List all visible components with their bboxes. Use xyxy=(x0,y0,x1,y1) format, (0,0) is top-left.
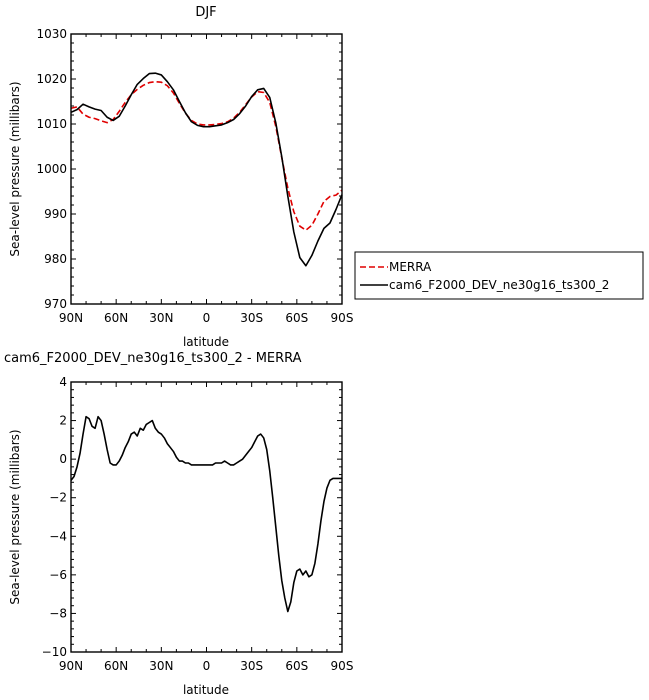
bottom-chart: cam6_F2000_DEV_ne30g16_ts300_2 - MERRA 9… xyxy=(4,351,353,697)
top-chart-y-tick-label: 1030 xyxy=(36,27,67,41)
top-chart-legend: MERRA cam6_F2000_DEV_ne30g16_ts300_2 xyxy=(354,251,644,300)
top-chart-x-tick-label: 60S xyxy=(285,311,308,325)
top-chart-series-line-0 xyxy=(70,80,343,231)
bottom-chart-y-tick-label: −2 xyxy=(49,491,67,505)
bottom-chart-y-tick-label: −8 xyxy=(49,606,67,620)
top-chart: DJF 90N 60N 30N 0 30S 60S 90S 970 980 990 1000 1010… xyxy=(8,5,644,349)
bottom-chart-x-tick-label: 60S xyxy=(285,659,308,673)
top-chart-x-tick-label: 30N xyxy=(149,311,173,325)
bottom-chart-x-tick-label: 90S xyxy=(331,659,354,673)
top-chart-x-tick-label: 90N xyxy=(59,311,83,325)
top-chart-y-tick-label: 1000 xyxy=(36,162,67,176)
top-chart-y-tick-label: 980 xyxy=(44,252,67,266)
bottom-chart-x-axis-label: latitude xyxy=(183,683,229,697)
top-chart-x-tick-label: 30S xyxy=(240,311,263,325)
bottom-chart-y-axis-label: Sea-level pressure (millibars) xyxy=(8,429,22,604)
legend-label-cam6: cam6_F2000_DEV_ne30g16_ts300_2 xyxy=(389,278,609,292)
bottom-chart-x-tick-label: 60N xyxy=(104,659,128,673)
top-chart-x-tick-label: 0 xyxy=(203,311,211,325)
bottom-chart-x-tick-label: 90N xyxy=(59,659,83,673)
bottom-chart-title: cam6_F2000_DEV_ne30g16_ts300_2 - MERRA xyxy=(4,351,302,366)
bottom-chart-y-tick-label: −6 xyxy=(49,568,67,582)
bottom-chart-y-tick-label: −4 xyxy=(49,529,67,543)
bottom-chart-y-tick-label: 4 xyxy=(59,375,67,389)
top-chart-y-axis-label: Sea-level pressure (millibars) xyxy=(8,81,22,256)
top-chart-y-tick-label: 990 xyxy=(44,207,67,221)
bottom-chart-frame xyxy=(70,381,343,653)
bottom-chart-x-tick-label: 0 xyxy=(203,659,211,673)
top-chart-y-tick-label: 1020 xyxy=(36,72,67,86)
legend-box xyxy=(354,251,644,300)
top-chart-x-tick-label: 90S xyxy=(331,311,354,325)
top-chart-frame xyxy=(70,33,343,305)
bottom-chart-y-tick-label: −10 xyxy=(42,645,67,659)
top-chart-series-line-1 xyxy=(70,72,343,267)
top-chart-title: DJF xyxy=(195,5,216,20)
bottom-chart-series-line-0 xyxy=(70,415,342,613)
bottom-chart-y-tick-label: 0 xyxy=(59,452,67,466)
top-chart-x-axis-label: latitude xyxy=(183,335,229,349)
bottom-chart-y-tick-label: 2 xyxy=(59,414,67,428)
top-chart-x-tick-label: 60N xyxy=(104,311,128,325)
top-chart-y-tick-label: 970 xyxy=(44,297,67,311)
top-chart-y-tick-label: 1010 xyxy=(36,117,67,131)
legend-label-merra: MERRA xyxy=(389,260,432,274)
bottom-chart-x-tick-label: 30N xyxy=(149,659,173,673)
bottom-chart-x-tick-label: 30S xyxy=(240,659,263,673)
